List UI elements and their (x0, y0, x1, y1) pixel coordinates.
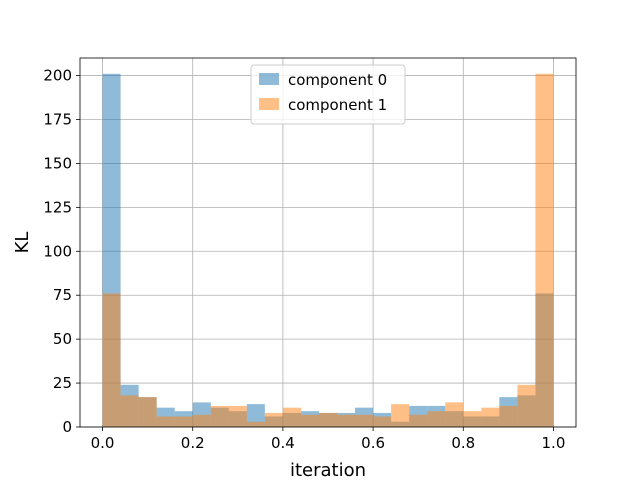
histogram-bar (373, 416, 392, 427)
histogram-bar (481, 407, 500, 427)
legend-label: component 1 (288, 96, 387, 114)
legend-label: component 0 (288, 71, 387, 89)
histogram-bar (138, 397, 157, 427)
histogram-bar (174, 416, 193, 427)
histogram-bar (228, 405, 247, 427)
x-axis-ticks: 0.0 0.2 0.4 0.6 0.8 1.0 (91, 427, 566, 452)
x-tick-label: 1.0 (542, 434, 566, 452)
x-tick-label: 0.8 (451, 434, 475, 452)
x-tick-label: 0.6 (361, 434, 385, 452)
histogram-bar (391, 404, 410, 427)
histogram-bar (264, 412, 283, 427)
x-axis-label: iteration (290, 460, 366, 480)
histogram-bars (102, 73, 554, 428)
histogram-bar (156, 416, 175, 427)
histogram-bar (427, 411, 446, 427)
histogram-bar (192, 414, 211, 427)
legend-swatch (259, 73, 279, 85)
y-tick-label: 100 (43, 242, 72, 260)
y-tick-label: 50 (53, 330, 72, 348)
histogram-bar (355, 414, 374, 427)
histogram-bar (535, 73, 554, 428)
series-0-bars (102, 73, 554, 428)
y-tick-label: 125 (43, 198, 72, 216)
legend-box (250, 64, 406, 125)
y-tick-label: 150 (43, 154, 72, 172)
histogram-bar (445, 402, 464, 427)
histogram-bar (409, 414, 428, 427)
histogram-bar (120, 395, 139, 427)
plot-frame (79, 57, 577, 428)
histogram-bar (463, 411, 482, 427)
legend: component 0 component 1 (250, 64, 406, 125)
histogram-bar (499, 405, 518, 427)
histogram-bar (318, 412, 338, 427)
histogram-bar (300, 414, 319, 427)
histogram-bar (246, 404, 265, 427)
x-tick-label: 0.0 (91, 434, 115, 452)
histogram-bar (210, 405, 229, 427)
y-tick-label: 75 (53, 286, 72, 304)
y-tick-label: 175 (43, 111, 72, 129)
x-tick-label: 0.2 (181, 434, 205, 452)
y-tick-label: 0 (62, 418, 72, 436)
histogram-bar (102, 293, 121, 427)
histogram-bar (337, 414, 356, 427)
y-axis-ticks: 0 25 50 75 100 125 150 175 200 (43, 67, 80, 436)
histogram-bar (246, 421, 265, 427)
y-axis-label: KL (12, 232, 33, 254)
legend-swatch (259, 98, 279, 110)
histogram-bar (282, 407, 301, 427)
x-tick-label: 0.4 (271, 434, 295, 452)
series-1-bars (102, 73, 554, 428)
histogram-bar (517, 384, 536, 427)
y-tick-label: 200 (43, 67, 72, 85)
y-tick-label: 25 (53, 374, 72, 392)
